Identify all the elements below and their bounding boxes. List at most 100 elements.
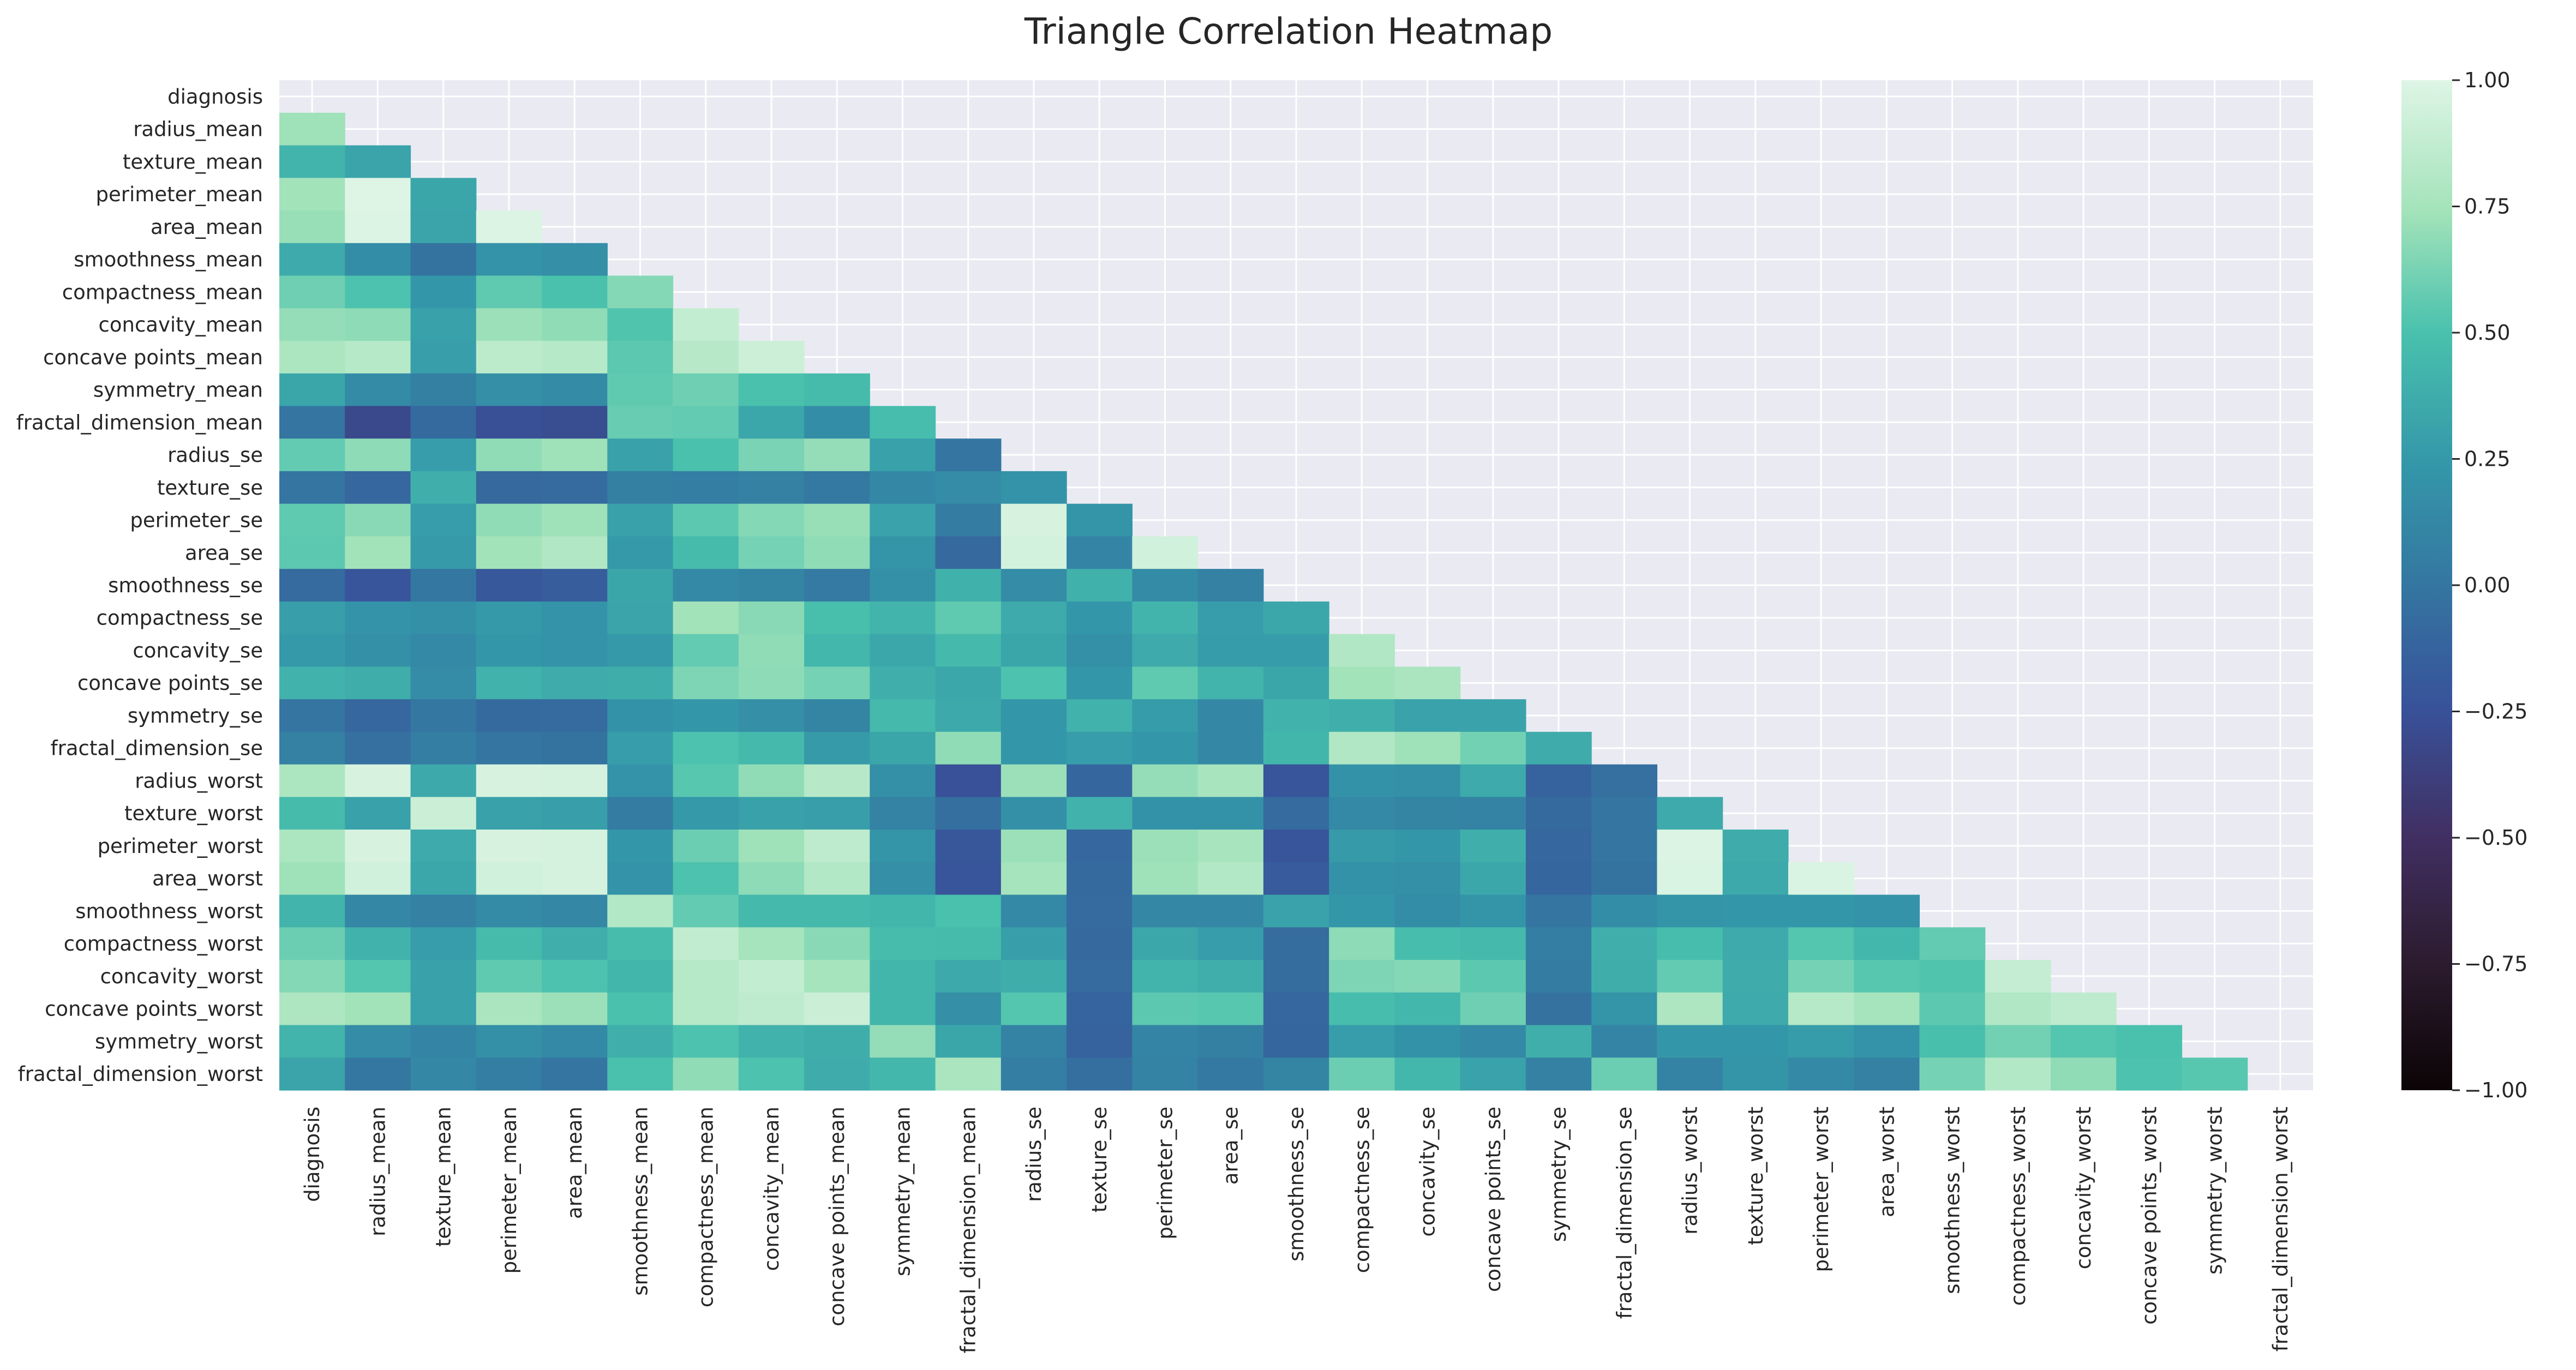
heatmap-cell xyxy=(1854,1025,1920,1058)
y-tick-label: diagnosis xyxy=(167,85,263,109)
heatmap-cell xyxy=(410,178,477,211)
heatmap-cell xyxy=(1329,894,1395,928)
heatmap-cell xyxy=(1263,960,1329,993)
heatmap-cell xyxy=(476,1057,542,1091)
heatmap-cell xyxy=(410,1025,477,1058)
heatmap-cell xyxy=(1525,960,1592,993)
heatmap-cell xyxy=(673,601,739,635)
heatmap-cell xyxy=(607,927,674,960)
heatmap-cell xyxy=(738,797,805,830)
heatmap-cell xyxy=(673,471,739,504)
heatmap-cell xyxy=(542,373,608,407)
heatmap-cell xyxy=(673,699,739,732)
y-tick-label: concave points_se xyxy=(77,671,263,695)
heatmap-cell xyxy=(1394,731,1461,765)
heatmap-cell xyxy=(1460,699,1526,732)
y-tick-label: concave points_mean xyxy=(43,346,263,369)
heatmap-cell xyxy=(1197,862,1264,896)
heatmap-cell xyxy=(1591,1025,1658,1058)
heatmap-cell xyxy=(1197,1057,1264,1091)
heatmap-cell xyxy=(1854,960,1920,993)
heatmap-cell xyxy=(410,1057,477,1091)
heatmap-cell xyxy=(410,666,477,700)
heatmap-cell xyxy=(607,406,674,439)
heatmap-cells xyxy=(279,112,2248,1091)
heatmap-cell xyxy=(673,666,739,700)
heatmap-cell xyxy=(279,764,345,797)
heatmap-cell xyxy=(804,569,870,602)
heatmap-cell xyxy=(804,1057,870,1091)
heatmap-cell xyxy=(673,764,739,797)
heatmap-cell xyxy=(804,536,870,569)
heatmap-cell xyxy=(738,960,805,993)
heatmap-cell xyxy=(1329,960,1395,993)
heatmap-cell xyxy=(870,503,936,537)
heatmap-cell xyxy=(804,1025,870,1058)
heatmap-cell xyxy=(542,1025,608,1058)
heatmap-cell xyxy=(1132,894,1199,928)
heatmap-cell xyxy=(1985,960,2051,993)
heatmap-cell xyxy=(1001,503,1067,537)
heatmap-cell xyxy=(1001,666,1067,700)
heatmap-cell xyxy=(410,830,477,863)
heatmap-cell xyxy=(1460,830,1526,863)
heatmap-cell xyxy=(1657,830,1723,863)
heatmap-cell xyxy=(804,862,870,896)
y-tick-label: compactness_worst xyxy=(64,932,263,956)
heatmap-cell xyxy=(279,601,345,635)
heatmap-cell xyxy=(1263,830,1329,863)
y-tick-label: smoothness_se xyxy=(108,574,263,597)
heatmap-cell xyxy=(870,536,936,569)
y-tick-label: compactness_mean xyxy=(62,280,263,304)
heatmap-cell xyxy=(1591,764,1658,797)
heatmap-cell xyxy=(279,471,345,504)
x-tick-label: diagnosis xyxy=(301,1107,324,1202)
heatmap-cell xyxy=(935,894,1002,928)
heatmap-cell xyxy=(476,731,542,765)
y-tick-label: smoothness_mean xyxy=(74,248,263,272)
heatmap-cell xyxy=(1132,830,1199,863)
heatmap-cell xyxy=(410,210,477,244)
x-tick-label: texture_se xyxy=(1088,1107,1111,1212)
heatmap-cell xyxy=(410,894,477,928)
heatmap-cell xyxy=(804,830,870,863)
heatmap-cell xyxy=(345,471,411,504)
heatmap-cell xyxy=(1329,666,1395,700)
heatmap-cell xyxy=(935,797,1002,830)
y-tick-label: symmetry_se xyxy=(128,704,263,728)
heatmap-cell xyxy=(1854,992,1920,1026)
heatmap-cell xyxy=(1919,1057,1986,1091)
y-tick-label: symmetry_mean xyxy=(93,378,263,402)
heatmap-cell xyxy=(542,634,608,667)
x-tick-label: concave points_worst xyxy=(2137,1107,2161,1325)
heatmap-cell xyxy=(345,536,411,569)
heatmap-cell xyxy=(673,927,739,960)
heatmap-cell xyxy=(607,699,674,732)
heatmap-cell xyxy=(476,536,542,569)
heatmap-cell xyxy=(542,503,608,537)
heatmap-cell xyxy=(1001,830,1067,863)
heatmap-cell xyxy=(345,927,411,960)
heatmap-cell xyxy=(1132,731,1199,765)
heatmap-cell xyxy=(870,731,936,765)
heatmap-cell xyxy=(1460,731,1526,765)
heatmap-cell xyxy=(607,764,674,797)
heatmap-cell xyxy=(1001,1057,1067,1091)
heatmap-cell xyxy=(1788,1057,1854,1091)
heatmap-cell xyxy=(935,992,1002,1026)
heatmap-cell xyxy=(870,927,936,960)
heatmap-cell xyxy=(1460,797,1526,830)
heatmap-cell xyxy=(410,569,477,602)
heatmap-cell xyxy=(1263,601,1329,635)
heatmap-cell xyxy=(1067,601,1133,635)
heatmap-cell xyxy=(1001,699,1067,732)
chart-title: Triangle Correlation Heatmap xyxy=(1024,10,1553,52)
heatmap-cell xyxy=(1001,634,1067,667)
heatmap-cell xyxy=(804,373,870,407)
y-tick-label: perimeter_worst xyxy=(98,834,263,858)
heatmap-cell xyxy=(410,503,477,537)
heatmap-cell xyxy=(1591,862,1658,896)
heatmap-cell xyxy=(804,406,870,439)
x-tick-label: symmetry_worst xyxy=(2203,1107,2227,1275)
y-tick-label: concavity_mean xyxy=(99,313,263,337)
